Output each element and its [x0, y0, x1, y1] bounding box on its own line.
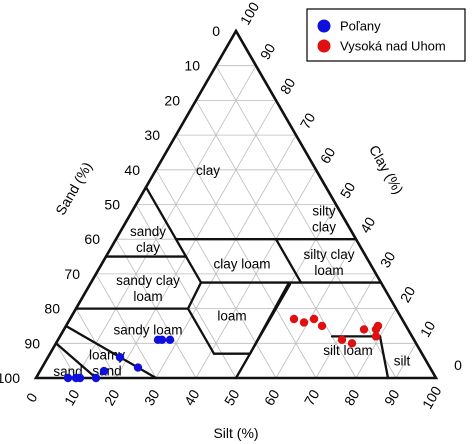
silt-tick-30: 30 [141, 387, 163, 409]
sand-tick-100: 100 [0, 370, 20, 386]
data-points [63, 314, 383, 383]
grid-line-silt-30 [155, 134, 297, 379]
sand-tick-90: 90 [24, 335, 40, 351]
point-0-0 [63, 373, 73, 383]
legend-label-vysoka: Vysoká nad Uhom [340, 39, 446, 54]
region-label-silty-clay: silty clay [312, 203, 336, 234]
class-boundary-14 [234, 283, 292, 380]
point-0-2 [75, 373, 85, 383]
triangle-outline [33, 28, 439, 380]
region-label-silt-loam: silt loam [323, 343, 373, 358]
point-0-8 [157, 335, 167, 345]
silt-tick-20: 20 [101, 387, 123, 409]
clay-tick-90: 90 [257, 41, 279, 63]
region-label-clay-loam: clay loam [213, 256, 270, 271]
silt-tick-10: 10 [61, 387, 83, 409]
grid-line-sand-50 [135, 204, 237, 379]
legend: Poľany Vysoká nad Uhom [306, 8, 466, 62]
region-label-sandy-loam: sandy loam [113, 322, 182, 337]
sand-tick-40: 40 [124, 162, 140, 178]
sand-tick-20: 20 [164, 92, 180, 108]
class-boundary-16 [378, 335, 390, 380]
point-1-4 [337, 335, 347, 345]
class-boundary-11 [186, 307, 216, 355]
clay-tick-0: 0 [454, 357, 462, 373]
silt-tick-50: 50 [221, 387, 243, 409]
silt-axis-title: Silt (%) [213, 425, 258, 441]
point-1-2 [309, 314, 319, 324]
clay-tick-40: 40 [357, 214, 379, 236]
sand-tick-0: 0 [212, 23, 220, 39]
sand-tick-70: 70 [64, 266, 80, 282]
clay-tick-20: 20 [397, 283, 419, 305]
legend-marker-vysoka [317, 39, 331, 53]
sand-tick-30: 30 [144, 127, 160, 143]
axis-ticks: 0102030405060708090100102030405060708090… [0, 0, 462, 412]
class-boundary-2 [274, 238, 303, 284]
sand-tick-80: 80 [44, 301, 60, 317]
silt-tick-100: 100 [419, 383, 445, 411]
silt-tick-60: 60 [261, 387, 283, 409]
clay-tick-100: 100 [237, 0, 263, 27]
region-label-sandy-clay: sandy clay [130, 224, 166, 255]
grid-line-sand-30 [175, 134, 317, 379]
clay-axis-title: Clay (%) [366, 142, 407, 196]
silt-tick-0: 0 [23, 390, 41, 405]
point-0-4 [99, 366, 109, 376]
point-1-9 [373, 321, 383, 331]
clay-tick-50: 50 [337, 179, 359, 201]
region-label-silty-clay-loam: silty clay loam [303, 247, 354, 278]
point-1-3 [317, 321, 327, 331]
grid-line-sand-70 [95, 273, 157, 379]
grid-line-silt-60 [275, 239, 357, 379]
sand-tick-50: 50 [104, 197, 120, 213]
point-1-0 [289, 314, 299, 324]
sand-axis-title: Sand (%) [52, 159, 95, 218]
point-0-9 [165, 335, 175, 345]
sand-tick-10: 10 [184, 58, 200, 74]
point-0-3 [91, 373, 101, 383]
grid-line-silt-70 [315, 273, 377, 379]
class-boundary-9 [184, 255, 203, 284]
class-boundary-0 [144, 185, 188, 258]
silt-tick-70: 70 [301, 387, 323, 409]
clay-tick-60: 60 [317, 145, 339, 167]
point-1-5 [347, 339, 357, 348]
clay-tick-80: 80 [277, 75, 299, 97]
silt-tick-90: 90 [381, 387, 403, 409]
class-boundary-10 [186, 281, 203, 310]
grid-line-sand-90 [55, 343, 77, 379]
sand-tick-60: 60 [84, 231, 100, 247]
clay-tick-10: 10 [417, 318, 439, 340]
point-0-6 [133, 363, 143, 372]
grid-line-silt-90 [395, 343, 417, 379]
region-label-clay: clay [196, 163, 220, 178]
legend-marker-polany [317, 19, 331, 33]
point-0-5 [115, 352, 125, 362]
point-1-7 [371, 332, 381, 341]
texture-class-labels: clay silty clay sandy clay silty clay loam clay… [53, 163, 410, 379]
point-1-1 [299, 318, 309, 327]
silt-tick-40: 40 [181, 387, 203, 409]
region-label-silt: silt [394, 354, 411, 369]
texture-class-boundaries [33, 28, 439, 380]
point-1-6 [359, 325, 369, 334]
clay-tick-70: 70 [297, 110, 319, 132]
clay-tick-30: 30 [377, 249, 399, 271]
region-label-loam: loam [217, 309, 246, 324]
legend-label-polany: Poľany [340, 19, 381, 34]
region-label-sandy-clay-loam: sandy clay loam [116, 273, 180, 304]
legend-box [306, 8, 466, 62]
class-boundary-19 [54, 342, 98, 380]
grid-line-silt-80 [355, 308, 397, 379]
silt-tick-80: 80 [341, 387, 363, 409]
